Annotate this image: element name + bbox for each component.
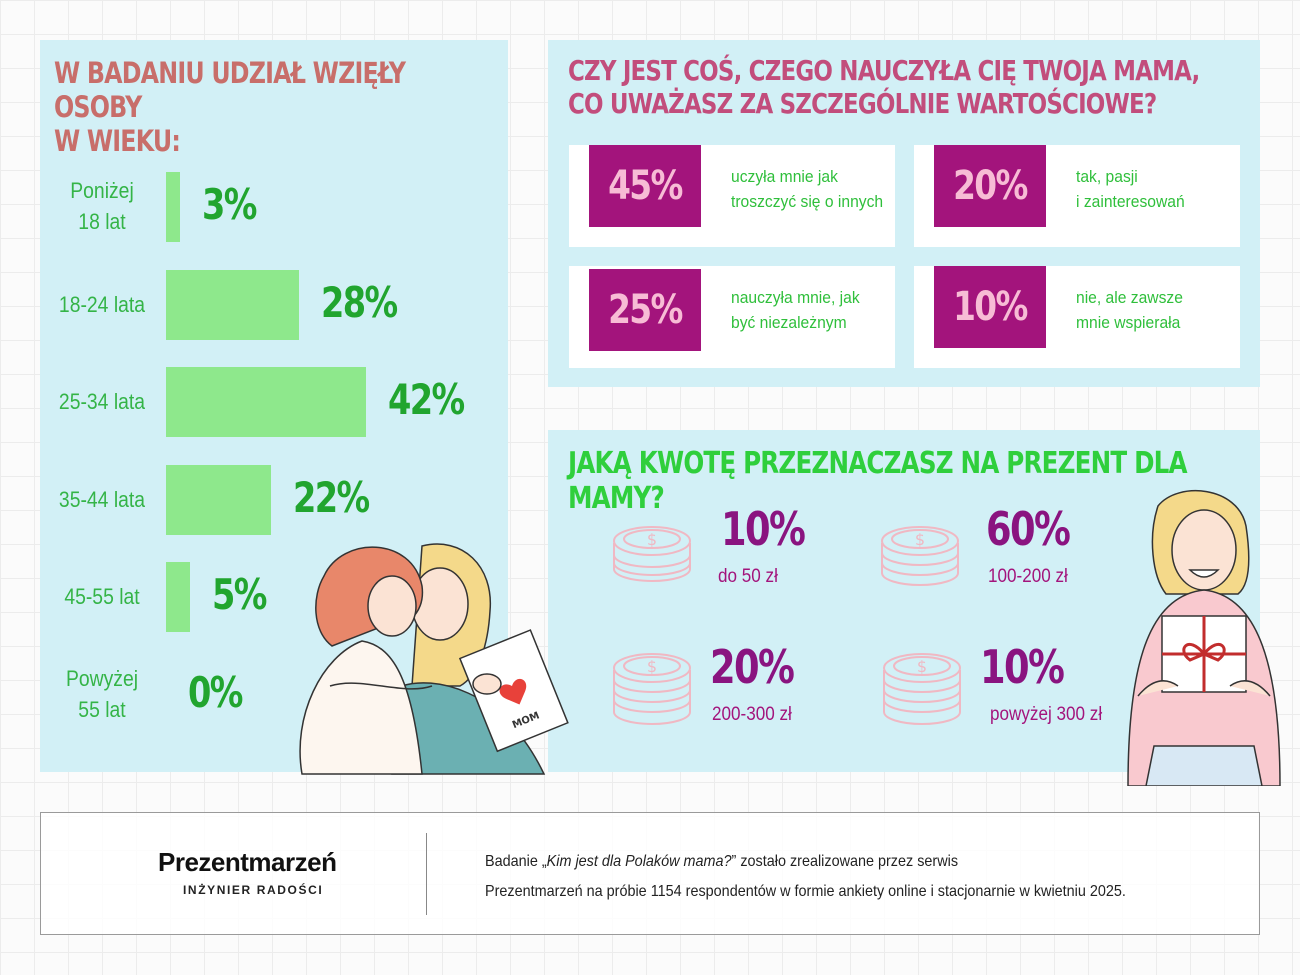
age-category-label: 25-34 lata (47, 387, 156, 418)
coin-stack-icon: $ (883, 653, 961, 725)
answer-card-percent-value: 45% (608, 163, 683, 209)
age-panel: W BADANIU UDZIAŁ WZIĘŁY OSOBY W WIEKU: P… (40, 40, 508, 772)
age-bar (166, 465, 271, 535)
answer-card-text-line: uczyła mnie jak (731, 167, 838, 186)
answer-card-percent: 20% (934, 145, 1046, 227)
heart-icon (499, 678, 527, 705)
age-bar (166, 172, 181, 242)
age-value-label: 28% (321, 278, 398, 327)
answer-card: 10% nie, ale zawsze mnie wspierała (914, 266, 1240, 368)
age-title-line-1: W BADANIU UDZIAŁ WZIĘŁY OSOBY (54, 56, 406, 125)
answer-card-percent: 45% (589, 145, 701, 227)
answer-card-text-line: nauczyła mnie, jak (731, 288, 860, 307)
answer-card-text: nie, ale zawsze mnie wspierała (1076, 286, 1232, 335)
coin-stack-icon: $ (613, 653, 691, 725)
age-category-label-line: 18 lat (78, 208, 126, 234)
mom-title-line-2: CO UWAŻASZ ZA SZCZEGÓLNIE WARTOŚCIOWE? (568, 87, 1157, 121)
svg-text:$: $ (647, 657, 657, 676)
svg-text:$: $ (647, 530, 657, 549)
answer-card-text-line: mnie wspierała (1076, 312, 1181, 332)
age-category-label-line: 35-44 lata (58, 487, 146, 512)
answer-card-text-line: i zainteresowań (1076, 191, 1185, 211)
answer-card-percent-value: 25% (608, 287, 683, 333)
gift-range: do 50 zł (718, 566, 778, 587)
gift-range: 100-200 zł (988, 566, 1068, 587)
age-category-label-line: 18-24 lata (58, 292, 146, 317)
answer-card-text-line: być niezależnym (731, 312, 847, 332)
age-panel-title: W BADANIU UDZIAŁ WZIĘŁY OSOBY W WIEKU: (54, 56, 497, 159)
age-category-label-line: Poniżej (70, 178, 134, 203)
svg-text:$: $ (917, 657, 927, 676)
age-bar (166, 367, 366, 437)
age-value-label: 3% (202, 180, 257, 229)
gift-range: powyżej 300 zł (990, 704, 1103, 725)
age-category-label-line: Powyżej (65, 666, 139, 691)
gift-percent: 10% (721, 502, 806, 556)
mom-title-line-1: CZY JEST COŚ, CZEGO NAUCZYŁA CIĘ TWOJA M… (568, 54, 1200, 87)
answer-card-text-line: nie, ale zawsze (1076, 288, 1183, 307)
age-bar (166, 562, 190, 632)
gift-percent: 10% (980, 640, 1065, 694)
footer-note-text: Badanie „ (485, 853, 547, 870)
coin-stack-icon: $ (613, 526, 691, 582)
age-category-label: 35-44 lata (47, 485, 156, 516)
gift-box-icon (1161, 615, 1247, 693)
footer-note-text: ” zostało zrealizowane przez serwis (731, 853, 959, 870)
answer-card: 25% nauczyła mnie, jak być niezależnym (569, 266, 895, 368)
mom-panel-title: CZY JEST COŚ, CZEGO NAUCZYŁA CIĘ TWOJA M… (568, 54, 1240, 120)
age-value-label: 22% (292, 473, 370, 522)
age-value-label: 0% (188, 668, 243, 717)
age-category-label: Poniżej 18 lat (47, 176, 156, 238)
gift-range: 200-300 zł (712, 704, 792, 725)
age-category-label-line: 55 lat (78, 696, 126, 722)
age-title-line-2: W WIEKU: (54, 124, 181, 159)
answer-card-percent-value: 20% (953, 163, 1028, 209)
svg-text:$: $ (915, 530, 925, 549)
brand-tagline: INŻYNIER RADOŚCI (183, 883, 324, 897)
coin-stack-icon: $ (881, 526, 959, 586)
age-category-label: 45-55 lat (47, 582, 156, 613)
answer-card-percent: 10% (934, 266, 1046, 348)
gift-panel-title: JAKĄ KWOTĘ PRZEZNACZASZ NA PREZENT DLA M… (568, 446, 1188, 517)
age-category-label: 18-24 lata (47, 290, 156, 321)
age-value-label: 42% (388, 375, 465, 424)
footer-note-line-1: Badanie „Kim jest dla Polaków mama?” zos… (485, 853, 958, 871)
answer-card-text-line: tak, pasji (1076, 167, 1138, 186)
footer-note-line-2: Prezentmarzeń na próbie 1154 respondentó… (485, 883, 1126, 900)
answer-card-text: uczyła mnie jak troszczyć się o innych (731, 165, 887, 214)
answer-card-text: nauczyła mnie, jak być niezależnym (731, 286, 887, 335)
footer-divider (426, 833, 427, 915)
answer-card-text-line: troszczyć się o innych (731, 191, 884, 211)
footer: Prezentmarzeń INŻYNIER RADOŚCI Badanie „… (40, 812, 1260, 935)
mom-lessons-panel: CZY JEST COŚ, CZEGO NAUCZYŁA CIĘ TWOJA M… (548, 40, 1260, 387)
gift-percent: 60% (986, 502, 1071, 556)
answer-card: 20% tak, pasji i zainteresowań (914, 145, 1240, 247)
answer-card-percent: 25% (589, 269, 701, 351)
answer-card-text: tak, pasji i zainteresowań (1076, 165, 1232, 214)
age-category-label: Powyżej 55 lat (47, 664, 156, 726)
answer-card-percent-value: 10% (953, 284, 1028, 330)
age-value-label: 5% (211, 570, 267, 619)
age-category-label-line: 45-55 lat (64, 584, 140, 609)
brand-logo: Prezentmarzeń (158, 847, 337, 877)
answer-card: 45% uczyła mnie jak troszczyć się o inny… (569, 145, 895, 247)
mother-daughter-illustration: MOM (299, 543, 569, 775)
age-bar (166, 270, 300, 340)
gift-percent: 20% (710, 640, 795, 694)
survey-title: Kim jest dla Polaków mama? (546, 853, 732, 870)
age-category-label-line: 25-34 lata (58, 389, 146, 414)
woman-with-gift-illustration (1127, 489, 1281, 786)
